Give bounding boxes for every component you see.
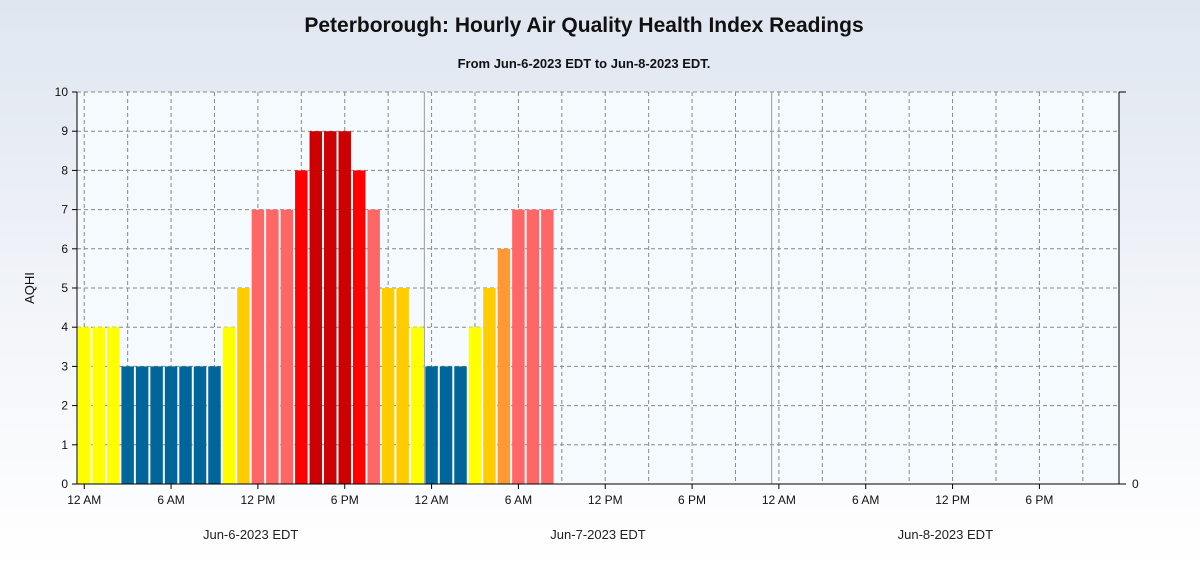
x-tick-label: 12 AM bbox=[415, 493, 449, 507]
y-tick-label: 1 bbox=[61, 438, 68, 452]
chart-title: Peterborough: Hourly Air Quality Health … bbox=[304, 14, 864, 37]
bar bbox=[78, 327, 91, 484]
y-axis-label: AQHI bbox=[22, 272, 37, 304]
bar bbox=[164, 366, 178, 484]
y-ticks: 0 1 2 3 4 5 6 7 8 9 10 bbox=[55, 85, 77, 491]
day-label: Jun-6-2023 EDT bbox=[203, 527, 298, 542]
chart-subtitle: From Jun-6-2023 EDT to Jun-8-2023 EDT. bbox=[457, 56, 711, 71]
bar bbox=[237, 288, 250, 484]
bar bbox=[425, 366, 438, 484]
x-ticks: 12 AM 6 AM 12 PM 6 PM 12 AM 6 AM 12 PM 6 PM 12 A… bbox=[67, 484, 1053, 507]
bar bbox=[208, 366, 221, 484]
x-tick-label: 6 AM bbox=[157, 493, 184, 507]
bar bbox=[497, 248, 511, 484]
bar bbox=[439, 366, 453, 484]
bar bbox=[92, 327, 105, 484]
bar bbox=[396, 288, 409, 484]
y-tick-label: 5 bbox=[61, 281, 68, 295]
day-label: Jun-8-2023 EDT bbox=[898, 527, 993, 542]
bar bbox=[193, 366, 207, 484]
right-axis-tick-label: 0 bbox=[1132, 477, 1139, 491]
x-tick-label: 6 PM bbox=[1025, 493, 1053, 507]
bar bbox=[179, 366, 192, 484]
y-tick-label: 7 bbox=[61, 203, 68, 217]
bar bbox=[266, 209, 279, 484]
y-tick-label: 0 bbox=[61, 477, 68, 491]
bar bbox=[410, 327, 424, 484]
y-tick-label: 8 bbox=[61, 163, 68, 177]
bar bbox=[295, 170, 308, 484]
bar bbox=[352, 170, 366, 484]
bar bbox=[483, 288, 496, 484]
bars bbox=[78, 131, 554, 484]
day-label: Jun-7-2023 EDT bbox=[550, 527, 645, 542]
x-tick-label: 12 AM bbox=[762, 493, 796, 507]
x-tick-label: 6 AM bbox=[505, 493, 532, 507]
y-tick-label: 9 bbox=[61, 124, 68, 138]
x-tick-label: 12 PM bbox=[588, 493, 623, 507]
x-tick-label: 12 AM bbox=[67, 493, 101, 507]
day-labels: Jun-6-2023 EDT Jun-7-2023 EDT Jun-8-2023 E… bbox=[203, 527, 993, 542]
bar bbox=[251, 209, 265, 484]
y-tick-label: 2 bbox=[61, 399, 68, 413]
bar bbox=[280, 209, 294, 484]
bar bbox=[454, 366, 467, 484]
bar bbox=[512, 209, 525, 484]
bar bbox=[222, 327, 236, 484]
bar bbox=[135, 366, 149, 484]
y-tick-label: 10 bbox=[55, 85, 69, 99]
x-tick-label: 12 PM bbox=[935, 493, 970, 507]
y-tick-label: 4 bbox=[61, 320, 68, 334]
bar bbox=[541, 209, 554, 484]
x-tick-label: 6 AM bbox=[852, 493, 879, 507]
bar bbox=[381, 288, 395, 484]
bar bbox=[309, 131, 323, 484]
bar bbox=[338, 131, 351, 484]
x-tick-label: 6 PM bbox=[331, 493, 359, 507]
bar bbox=[150, 366, 163, 484]
y-tick-label: 6 bbox=[61, 242, 68, 256]
bar bbox=[526, 209, 540, 484]
bar bbox=[367, 209, 380, 484]
right-axis: 0 bbox=[1119, 91, 1139, 491]
x-tick-label: 12 PM bbox=[241, 493, 276, 507]
bar bbox=[106, 327, 120, 484]
bar bbox=[324, 131, 337, 484]
bar bbox=[468, 327, 482, 484]
y-tick-label: 3 bbox=[61, 359, 68, 373]
day-separators bbox=[423, 92, 773, 484]
x-tick-label: 6 PM bbox=[678, 493, 706, 507]
bar bbox=[121, 366, 134, 484]
